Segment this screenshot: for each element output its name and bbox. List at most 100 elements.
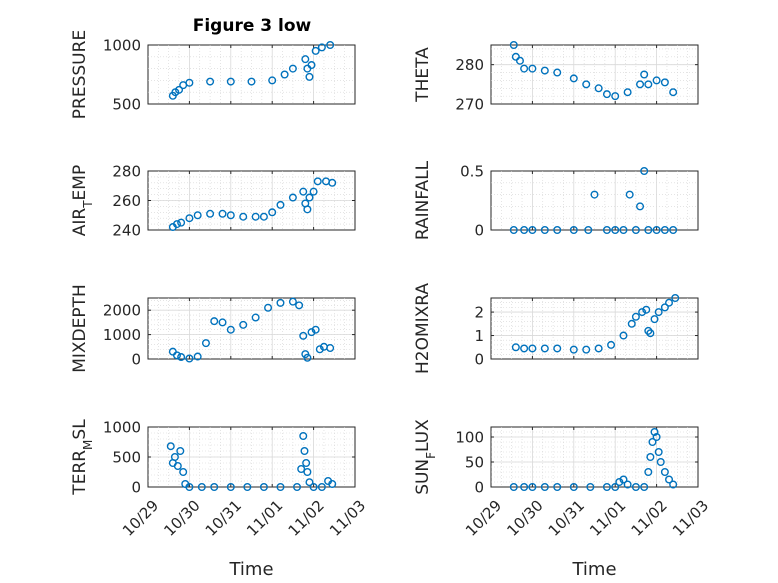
data-point xyxy=(226,211,235,220)
data-point xyxy=(569,483,578,492)
data-point xyxy=(607,340,616,349)
data-point xyxy=(511,52,520,61)
subplot-theta: 270 280 THETA xyxy=(413,41,699,113)
data-point xyxy=(611,92,620,101)
data-point xyxy=(669,88,678,97)
data-point xyxy=(660,225,669,234)
data-point xyxy=(288,193,297,202)
data-point xyxy=(313,177,322,186)
x-tick-label: 10/31 xyxy=(545,497,588,540)
data-point xyxy=(569,74,578,83)
data-point xyxy=(520,483,529,492)
data-point xyxy=(650,428,659,437)
data-point xyxy=(511,343,520,352)
data-point xyxy=(193,352,202,361)
data-point xyxy=(218,209,227,218)
data-point xyxy=(509,225,518,234)
data-point xyxy=(317,43,326,52)
data-point xyxy=(650,315,659,324)
y-axis-label: THETA xyxy=(413,47,433,103)
data-point xyxy=(644,468,653,477)
x-tick-label: 11/01 xyxy=(586,497,629,540)
data-point xyxy=(305,72,314,81)
data-point xyxy=(210,317,219,326)
data-point xyxy=(303,353,312,362)
axes-box xyxy=(147,44,356,105)
subplot-h2omixra: 0 1 2 H2OMIXRA xyxy=(413,283,699,374)
y-axis-label: SUNFLUX xyxy=(413,419,438,495)
data-point xyxy=(636,202,645,211)
data-point xyxy=(623,480,632,489)
data-point xyxy=(280,70,289,79)
data-point xyxy=(297,465,306,474)
data-point xyxy=(586,483,595,492)
y-tick-label: 50 xyxy=(465,453,484,471)
y-axis-label: AIRTEMP xyxy=(70,165,95,236)
data-point xyxy=(540,483,549,492)
data-point xyxy=(299,331,308,340)
data-point xyxy=(177,218,186,227)
data-point xyxy=(528,64,537,73)
data-point xyxy=(654,448,663,457)
x-tick-label: 10/30 xyxy=(503,497,546,540)
data-point xyxy=(625,190,634,199)
y-tick-label: 270 xyxy=(455,95,484,113)
x-tick-label: 11/02 xyxy=(285,497,328,540)
y-tick-label: 500 xyxy=(112,95,141,113)
data-point xyxy=(582,80,591,89)
data-point xyxy=(652,433,661,442)
subplot-pressure: 500 1000 PRESSURE xyxy=(70,30,356,119)
data-point xyxy=(172,220,181,229)
data-point xyxy=(528,225,537,234)
data-point xyxy=(328,178,337,187)
data-point xyxy=(623,88,632,97)
data-point xyxy=(276,200,285,209)
data-point xyxy=(264,303,273,312)
axes-box xyxy=(490,44,699,105)
data-point xyxy=(528,483,537,492)
data-point xyxy=(644,326,653,335)
data-point xyxy=(652,76,661,85)
y-axis-label: MIXDEPTH xyxy=(70,284,90,373)
data-point xyxy=(193,211,202,220)
data-point xyxy=(640,70,649,79)
x-tick-label: 10/29 xyxy=(462,497,505,540)
data-point xyxy=(176,447,185,456)
data-point xyxy=(303,468,312,477)
x-tick-label: 11/02 xyxy=(628,497,671,540)
data-point xyxy=(602,90,611,99)
y-tick-label: 260 xyxy=(112,192,141,210)
data-point xyxy=(226,77,235,86)
y-tick-label: 2000 xyxy=(103,301,141,319)
x-tick-label: 11/01 xyxy=(243,497,286,540)
data-point xyxy=(307,61,316,70)
data-point xyxy=(185,78,194,87)
data-point xyxy=(590,190,599,199)
data-point xyxy=(553,68,562,77)
axes-box xyxy=(490,170,699,231)
data-point xyxy=(646,453,655,462)
data-point xyxy=(301,55,310,64)
y-tick-label: 1000 xyxy=(103,418,141,436)
data-point xyxy=(303,205,312,214)
data-point xyxy=(299,432,308,441)
data-point xyxy=(210,483,219,492)
data-point xyxy=(665,475,674,484)
data-point xyxy=(185,483,194,492)
data-point xyxy=(602,225,611,234)
data-point xyxy=(611,225,620,234)
x-axis-label: Time xyxy=(228,559,273,580)
y-axis-label: TERRMSL xyxy=(70,419,95,496)
y-axis-label: H2OMIXRA xyxy=(413,283,433,374)
data-point xyxy=(540,344,549,353)
data-point xyxy=(172,351,181,360)
data-point xyxy=(197,483,206,492)
data-point xyxy=(646,329,655,338)
data-point xyxy=(619,475,628,484)
data-point xyxy=(584,225,593,234)
data-point xyxy=(520,344,529,353)
data-point xyxy=(311,46,320,55)
data-point xyxy=(631,483,640,492)
data-point xyxy=(644,225,653,234)
